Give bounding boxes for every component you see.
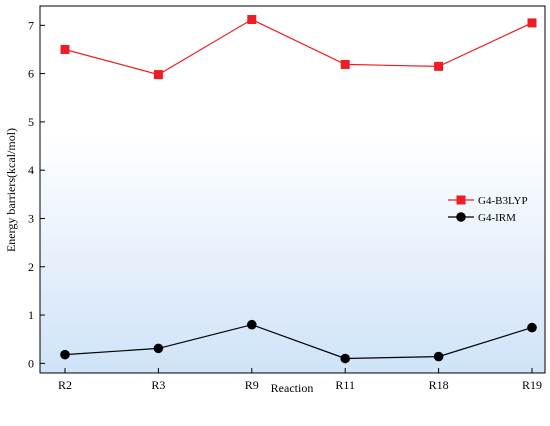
x-tick-label: R9 [245,378,259,392]
y-axis: 0 1 2 3 4 5 6 7 [28,18,45,370]
data-point-g4-irm [153,343,164,354]
y-tick-label: 2 [28,260,34,274]
data-point-g4-irm [433,351,444,362]
x-tick-label: R18 [429,378,449,392]
legend-marker-circle [456,212,466,222]
data-point-g4-irm [340,353,351,364]
data-point-g4-b3lyp [247,15,257,25]
y-axis-label: Energy barriers(kcal/mol) [4,128,18,252]
legend: G4-B3LYP G4-IRM [448,195,528,224]
plot-area [39,5,546,374]
legend-label: G4-B3LYP [478,195,528,207]
y-tick-label: 1 [28,308,34,322]
y-tick-label: 6 [28,67,34,81]
x-tick-label: R2 [58,378,72,392]
y-tick-label: 3 [28,211,34,225]
series-line-g4-b3lyp [64,18,533,76]
data-point-g4-b3lyp [340,59,350,69]
data-point-g4-b3lyp [527,18,537,28]
data-point-g4-b3lyp [60,44,70,54]
y-tick-label: 4 [28,163,34,177]
x-tick-label: R3 [151,378,165,392]
data-point-g4-b3lyp [434,61,444,71]
x-axis: R2 R3 R9 R11 R18 R19 [58,368,542,392]
legend-label: G4-IRM [478,212,516,224]
x-axis-label: Reaction [271,381,314,395]
data-point-g4-irm [60,349,70,360]
series-layer [60,15,537,364]
x-tick-label: R19 [522,378,542,392]
data-point-g4-irm [247,319,257,330]
series-g4-irm [60,319,537,364]
y-tick-label: 7 [28,18,34,32]
series-line-g4-irm [64,324,533,360]
x-tick-label: R11 [335,378,355,392]
legend-item-g4-irm: G4-IRM [448,212,516,224]
y-tick-label: 5 [28,115,34,129]
legend-item-g4-b3lyp: G4-B3LYP [448,195,528,207]
data-point-g4-irm [527,322,537,333]
legend-marker-square [456,195,466,205]
series-g4-b3lyp [60,15,537,80]
y-tick-label: 0 [28,356,34,370]
data-point-g4-b3lyp [153,70,163,80]
